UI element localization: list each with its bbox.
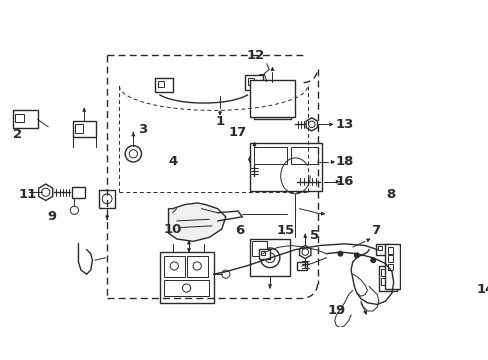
Bar [164, 256, 184, 276]
Polygon shape [168, 203, 225, 242]
Bar [377, 246, 382, 251]
Bar [250, 239, 289, 276]
Bar [378, 266, 396, 291]
Bar [250, 80, 295, 117]
Circle shape [125, 145, 141, 162]
Text: 4: 4 [168, 156, 178, 168]
Bar [385, 244, 399, 289]
Circle shape [302, 249, 308, 255]
Bar [73, 121, 96, 138]
Text: 11: 11 [19, 188, 37, 201]
Bar [258, 249, 269, 258]
Circle shape [182, 284, 190, 292]
Circle shape [70, 206, 78, 215]
Text: 16: 16 [335, 175, 353, 188]
Text: 3: 3 [138, 123, 147, 136]
Bar [251, 242, 266, 256]
Text: 13: 13 [335, 118, 353, 131]
Text: 10: 10 [163, 222, 182, 236]
Bar [75, 124, 83, 132]
Circle shape [41, 188, 50, 196]
Bar [160, 252, 213, 303]
Text: 2: 2 [13, 129, 22, 141]
Circle shape [170, 262, 178, 270]
Circle shape [288, 179, 293, 184]
Bar [375, 244, 389, 255]
Circle shape [304, 158, 312, 166]
Bar [16, 114, 23, 122]
Circle shape [193, 262, 201, 270]
Text: 15: 15 [276, 224, 294, 237]
Text: 9: 9 [48, 210, 57, 223]
Bar [13, 111, 38, 129]
Circle shape [264, 253, 274, 263]
Text: 8: 8 [386, 188, 395, 201]
Text: 6: 6 [235, 224, 244, 237]
Circle shape [260, 248, 279, 267]
Text: 18: 18 [335, 156, 353, 168]
Bar [276, 86, 287, 100]
Bar [296, 262, 306, 270]
Bar [387, 247, 392, 254]
Bar [291, 147, 317, 164]
Bar [247, 78, 254, 85]
Bar [381, 269, 387, 276]
Bar [154, 78, 172, 93]
Circle shape [102, 194, 112, 204]
Circle shape [251, 157, 256, 162]
Circle shape [129, 150, 137, 158]
Bar [254, 82, 291, 118]
Circle shape [221, 270, 229, 278]
Bar [387, 255, 392, 262]
Bar [244, 75, 262, 90]
Bar [164, 280, 209, 296]
Circle shape [370, 258, 375, 263]
Bar [387, 264, 392, 270]
Text: 7: 7 [370, 224, 380, 237]
Circle shape [308, 121, 314, 127]
Bar [258, 86, 273, 100]
Text: 5: 5 [309, 229, 318, 242]
Text: 19: 19 [326, 305, 345, 318]
Bar [381, 278, 387, 285]
Text: 17: 17 [228, 126, 246, 139]
Text: 1: 1 [215, 114, 224, 127]
Bar [99, 190, 115, 208]
Bar [261, 251, 264, 255]
Text: 14: 14 [475, 283, 488, 296]
Bar [254, 147, 286, 164]
Circle shape [354, 253, 359, 258]
Text: 12: 12 [246, 49, 264, 62]
Bar [384, 246, 388, 251]
Bar [72, 186, 85, 198]
Bar [158, 81, 164, 87]
Bar [250, 143, 322, 191]
Bar [187, 256, 207, 276]
Circle shape [337, 251, 342, 256]
